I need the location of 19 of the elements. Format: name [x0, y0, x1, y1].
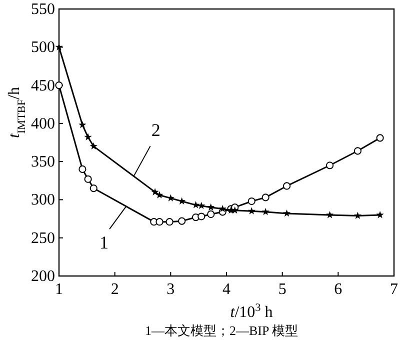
- x-tick-label: 7: [390, 281, 398, 298]
- y-tick-label: 300: [31, 192, 55, 209]
- x-tick-label: 1: [55, 281, 63, 298]
- y-tick-label: 350: [31, 154, 55, 171]
- annotation: 2: [151, 120, 160, 140]
- y-tick-label: 400: [31, 115, 55, 132]
- x-tick-label: 3: [166, 281, 175, 298]
- x-tick-label: 4: [222, 281, 230, 298]
- x-tick-label: 5: [278, 281, 286, 298]
- y-tick-label: 450: [31, 77, 55, 94]
- y-tick-label: 250: [31, 230, 55, 247]
- y-tick-label: 550: [31, 1, 55, 18]
- x-tick-label: 6: [334, 281, 342, 298]
- annotation: 1: [100, 232, 108, 253]
- y-tick-label: 500: [31, 39, 55, 56]
- x-tick-label: 2: [110, 281, 119, 298]
- y-tick-label: 200: [31, 268, 55, 285]
- x-axis-title: t/10$^{3}$ h: [230, 302, 273, 321]
- text: 1—本文模型；2—BIP 模型: [145, 323, 298, 338]
